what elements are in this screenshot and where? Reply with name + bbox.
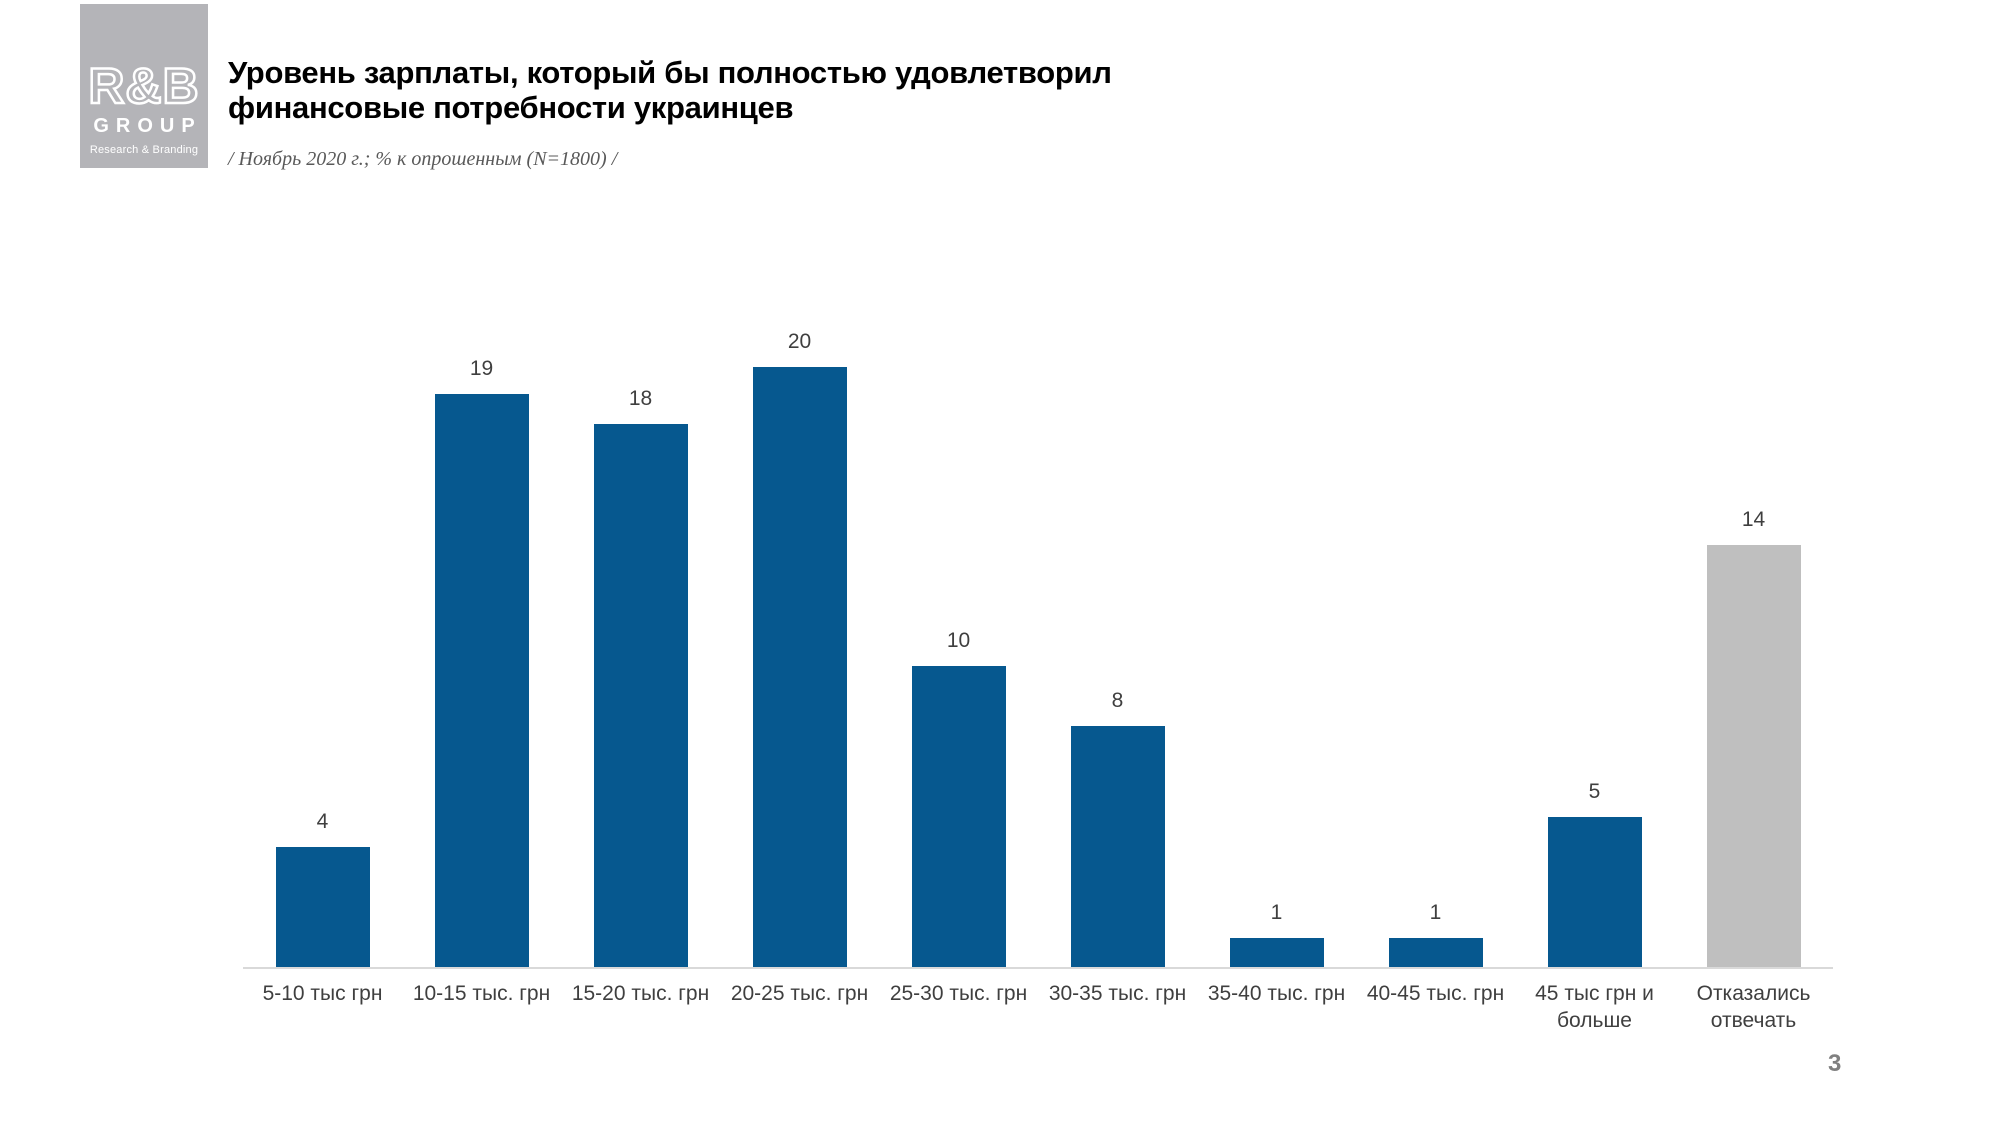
bar-value-label: 18	[628, 387, 653, 411]
logo-rb-text: R&B	[87, 58, 200, 114]
category-label: 30-35 тыс. грн	[1048, 982, 1187, 1005]
bar	[1706, 545, 1801, 968]
bar	[275, 847, 370, 968]
bar	[1547, 817, 1642, 968]
bar	[1388, 937, 1483, 968]
bar-group: 10	[879, 330, 1038, 968]
category-label: 40-45 тыс. грн	[1366, 982, 1505, 1005]
bar-value-label: 1	[1429, 900, 1442, 924]
logo-research-branding-text: Research & Branding	[89, 144, 199, 156]
slide-title: Уровень зарплаты, который бы полностью у…	[228, 55, 1112, 125]
bar-group: 14	[1674, 330, 1833, 968]
bar-value-label: 14	[1741, 508, 1766, 532]
logo-group-text: GROUP	[93, 115, 202, 137]
category-label: 25-30 тыс. грн	[889, 982, 1028, 1005]
bar-value-label: 19	[469, 357, 494, 381]
bar-group: 4	[243, 330, 402, 968]
bar-group: 18	[561, 330, 720, 968]
category-label: 20-25 тыс. грн	[730, 982, 869, 1005]
slide-title-line1: Уровень зарплаты, который бы полностью у…	[228, 55, 1112, 90]
bar-value-label: 10	[946, 629, 971, 652]
page-number: 3	[1828, 1050, 1842, 1077]
slide-subtitle: / Ноябрь 2020 г.; % к опрошенным (N=1800…	[228, 148, 618, 170]
bar-value-label: 5	[1588, 780, 1601, 803]
category-label: 45 тыс грн и больше	[1535, 982, 1654, 1033]
category-label: 5-10 тыс грн	[262, 982, 383, 1005]
bar-group: 1	[1197, 330, 1356, 968]
x-axis-category-labels: 5-10 тыс грн 10-15 тыс. грн 15-20 тыс. грн…	[243, 980, 1833, 1035]
bar	[752, 367, 847, 968]
category-label: 15-20 тыс. грн	[571, 982, 710, 1005]
bar-group: 20	[720, 330, 879, 968]
bar-group: 1	[1356, 330, 1515, 968]
bar-group: 19	[402, 330, 561, 968]
bar-chart: 4 19 18 20 10 8 1 1 5 14	[243, 330, 1833, 968]
bar	[1229, 937, 1324, 968]
category-label: 35-40 тыс. грн	[1207, 982, 1346, 1005]
rb-group-logo: R&B GROUP Research & Branding	[80, 4, 208, 168]
bar	[911, 666, 1006, 968]
bar-value-label: 8	[1111, 689, 1124, 713]
slide-title-line2: финансовые потребности украинцев	[228, 89, 794, 125]
category-label: Отказались отвечать	[1696, 982, 1811, 1033]
bar	[593, 424, 688, 968]
bar	[434, 394, 529, 968]
bar-value-label: 1	[1270, 900, 1283, 924]
bar-group: 5	[1515, 330, 1674, 968]
bar	[1070, 726, 1165, 968]
category-label: 10-15 тыс. грн	[412, 982, 551, 1005]
bar-group: 8	[1038, 330, 1197, 968]
x-axis-line	[243, 967, 1833, 969]
bar-value-label: 20	[787, 330, 812, 353]
bar-value-label: 4	[316, 810, 329, 834]
